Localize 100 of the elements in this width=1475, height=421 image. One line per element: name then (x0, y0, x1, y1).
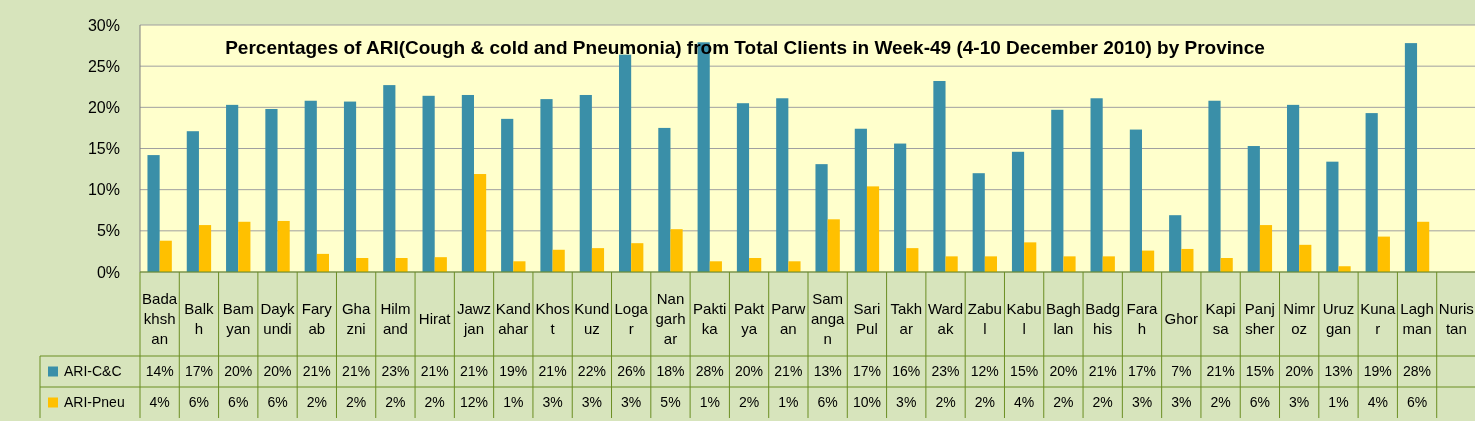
bar (788, 261, 801, 272)
data-label: 21% (1088, 363, 1117, 380)
bar (461, 94, 474, 272)
x-tick-label: Uruzgan (1322, 300, 1355, 337)
bar (159, 240, 172, 272)
bar (356, 258, 369, 272)
data-label: 15% (1010, 363, 1039, 380)
bar (1299, 244, 1312, 272)
x-tick-label: Kunar (1360, 300, 1396, 337)
data-label: 21% (538, 363, 567, 380)
x-tick-label: Nuristan (1438, 300, 1474, 337)
y-tick-label: 5% (96, 222, 120, 240)
data-label: 10% (852, 394, 881, 411)
data-label: 20% (263, 363, 292, 380)
x-tick-label: Kapisa (1205, 300, 1236, 337)
x-tick-label: Bamyan (222, 300, 254, 337)
bar (1287, 104, 1300, 272)
y-tick-label: 10% (87, 181, 120, 199)
x-tick-label: Farah (1126, 300, 1159, 337)
data-label: 3% (542, 394, 563, 411)
data-label: 6% (267, 394, 288, 411)
data-label: 23% (381, 363, 410, 380)
x-tick-label: Hilmand (380, 300, 411, 337)
data-label: 3% (621, 394, 642, 411)
bar (1417, 221, 1430, 272)
bar (1011, 151, 1025, 272)
x-tick-label: Paktika (693, 300, 727, 337)
data-label: 1% (778, 394, 799, 411)
bar (238, 221, 251, 272)
data-label: 3% (581, 394, 602, 411)
bar (383, 85, 396, 272)
bar (776, 98, 789, 272)
x-tick-label: Khost (535, 300, 570, 337)
data-label: 21% (420, 363, 449, 380)
x-tick-label: Nimroz (1283, 300, 1316, 337)
x-tick-label: Nangarhar (655, 290, 686, 347)
x-tick-label: Laghman (1400, 300, 1434, 337)
data-label: 21% (774, 363, 803, 380)
data-label: 4% (1367, 394, 1388, 411)
data-label: 20% (1049, 363, 1078, 380)
bar (474, 174, 487, 272)
bar (866, 186, 880, 272)
bar (1063, 256, 1076, 272)
bar (1326, 161, 1339, 272)
bar (709, 261, 722, 272)
data-label: 1% (1328, 394, 1349, 411)
x-tick-label: Daykundi (260, 300, 296, 337)
bar (1024, 242, 1037, 272)
data-label: 3% (1131, 394, 1153, 411)
data-label: 21% (459, 363, 489, 380)
bar (933, 80, 946, 272)
bar (1220, 258, 1233, 272)
bar (854, 128, 867, 272)
data-label: 5% (660, 394, 681, 411)
data-label: 12% (970, 363, 999, 380)
data-label: 22% (577, 363, 606, 380)
data-label: 4% (149, 394, 170, 411)
x-tick-label: Hirat (418, 310, 452, 327)
data-label: 20% (1285, 363, 1314, 380)
bar (815, 164, 828, 272)
bar (513, 261, 526, 272)
bar (945, 256, 958, 272)
data-label: 6% (1406, 394, 1428, 411)
data-label: 14% (145, 363, 174, 380)
x-tick-label: Ghor (1164, 310, 1198, 327)
data-label: 2% (1053, 394, 1074, 411)
data-label: 6% (188, 394, 210, 411)
y-tick-label: 0% (96, 263, 120, 281)
bar (501, 118, 514, 272)
data-label: 16% (892, 363, 921, 380)
data-label: 6% (817, 394, 838, 411)
bar (1365, 113, 1378, 272)
data-label: 2% (306, 394, 327, 411)
x-tick-label: Paktya (734, 300, 765, 337)
data-label: 17% (852, 363, 881, 380)
x-tick-label: Zabul (967, 300, 1002, 337)
x-tick-label: Takhar (890, 300, 923, 337)
data-label: 23% (931, 363, 960, 380)
x-tick-label: Parwan (771, 300, 806, 337)
bar (1377, 236, 1390, 272)
data-label: 3% (1171, 394, 1192, 411)
data-label: 26% (617, 363, 646, 380)
data-label: 4% (1014, 394, 1035, 411)
bar (591, 248, 605, 272)
x-tick-label: Sari Pul (853, 300, 881, 337)
data-label: 19% (499, 363, 528, 380)
data-label: 3% (896, 394, 917, 411)
bar (1181, 248, 1194, 272)
bar (736, 103, 750, 272)
y-tick-label: 25% (87, 57, 120, 75)
x-tick-label: Badakhshan (142, 290, 178, 347)
bar (1404, 43, 1418, 272)
bar (186, 131, 199, 272)
bar (1169, 215, 1182, 272)
x-tick-label: Kandahar (495, 300, 531, 337)
bar (1259, 225, 1273, 272)
data-label: 1% (503, 394, 524, 411)
bar (343, 101, 357, 272)
data-label: 7% (1171, 363, 1192, 380)
data-label: 28% (1403, 363, 1432, 380)
